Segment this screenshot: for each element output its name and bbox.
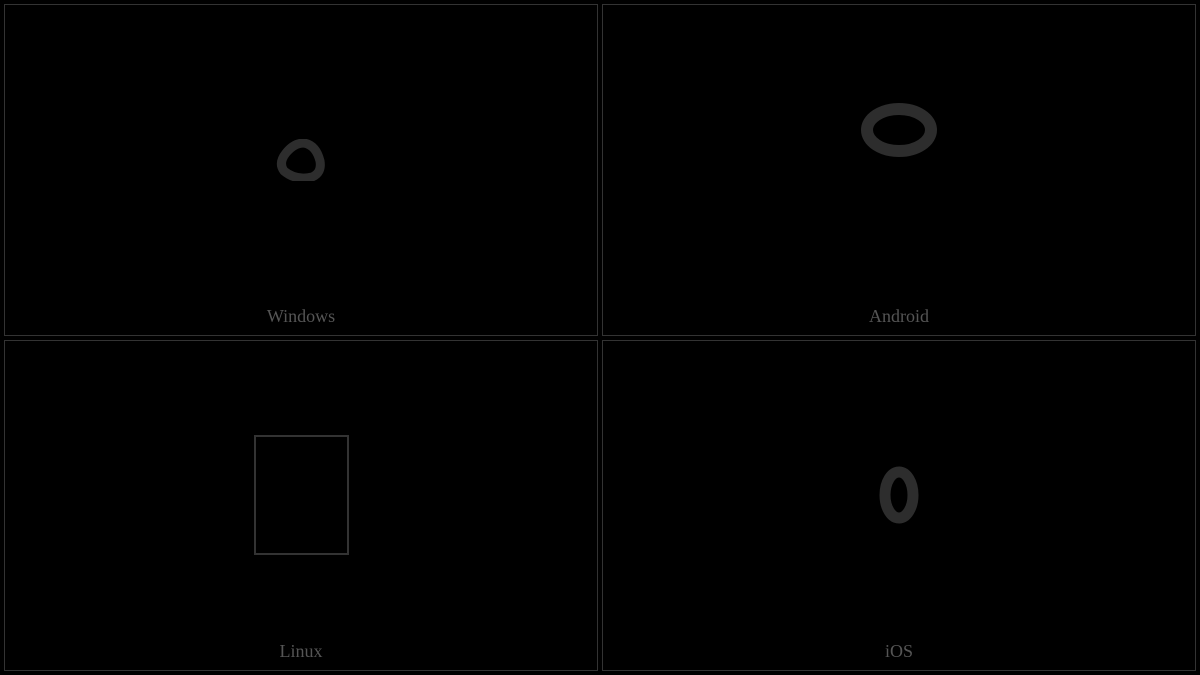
glyph-linux-placeholder-icon bbox=[254, 435, 349, 555]
glyph-ios-icon bbox=[878, 466, 920, 524]
label-linux: Linux bbox=[280, 641, 323, 662]
glyph-grid: Windows Android Linux iOS bbox=[0, 0, 1200, 675]
label-ios: iOS bbox=[885, 641, 913, 662]
cell-ios: iOS bbox=[602, 340, 1196, 672]
cell-android: Android bbox=[602, 4, 1196, 336]
cell-linux: Linux bbox=[4, 340, 598, 672]
glyph-container-ios bbox=[603, 341, 1195, 671]
glyph-android-icon bbox=[860, 101, 938, 159]
label-windows: Windows bbox=[267, 306, 335, 327]
glyph-windows-icon bbox=[276, 139, 326, 181]
glyph-container-windows bbox=[5, 5, 597, 335]
glyph-container-android bbox=[603, 5, 1195, 335]
glyph-container-linux bbox=[5, 341, 597, 671]
label-android: Android bbox=[869, 306, 929, 327]
cell-windows: Windows bbox=[4, 4, 598, 336]
